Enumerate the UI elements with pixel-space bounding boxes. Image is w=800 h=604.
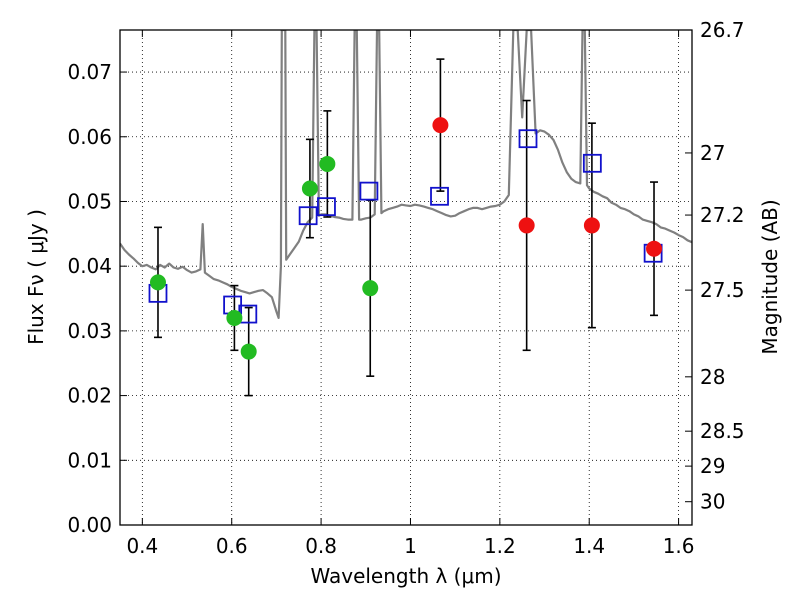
marker-layer [148, 117, 663, 360]
right-tick-label: 27.5 [700, 278, 745, 302]
green-data-point [301, 180, 318, 197]
green-data-point [149, 274, 166, 291]
model-flux-square [317, 197, 336, 217]
x-tick-label: 1 [404, 534, 417, 558]
y-axis-title: Flux Fν ( μJy ) [24, 209, 48, 345]
right-tick-label: 28 [700, 365, 725, 389]
y-tick-label: 0.04 [67, 254, 112, 278]
x-tick-label: 1.2 [484, 534, 516, 558]
model-spectrum-line [120, 30, 692, 319]
right-tick-label: 26.7 [700, 18, 745, 42]
red-data-point [432, 117, 449, 134]
x-axis-title: Wavelength λ (μm) [310, 564, 501, 588]
green-data-point [319, 155, 336, 172]
x-tick-label: 1.4 [573, 534, 605, 558]
right-tick-label: 27 [700, 141, 725, 165]
plot-frame [119, 29, 693, 526]
grid [120, 30, 692, 525]
model-flux-square [298, 206, 318, 226]
y-tick-label: 0.00 [67, 513, 112, 537]
y-tick-label: 0.06 [67, 125, 112, 149]
model-flux-square [430, 186, 449, 206]
plot-area [120, 30, 692, 525]
model-flux-square [518, 129, 538, 149]
x-tick-label: 1.6 [663, 534, 695, 558]
y-tick-label: 0.02 [67, 384, 112, 408]
model-flux-square [359, 181, 379, 201]
y-tick-label: 0.01 [67, 448, 112, 472]
model-flux-square [582, 153, 602, 173]
right-tick-label: 27.2 [700, 203, 745, 227]
red-data-point [518, 217, 535, 234]
green-data-point [240, 343, 257, 360]
right-tick-label: 29 [700, 454, 725, 478]
y-tick-label: 0.07 [67, 60, 112, 84]
x-tick-label: 0.6 [216, 534, 248, 558]
x-tick-label: 0.8 [305, 534, 337, 558]
y-tick-label: 0.05 [67, 189, 112, 213]
x-tick-label: 0.4 [126, 534, 158, 558]
spectrum-layer [120, 30, 692, 319]
green-data-point [362, 280, 379, 297]
right-tick-label: 28.5 [700, 419, 745, 443]
red-data-point [646, 240, 663, 257]
green-data-point [226, 309, 243, 326]
right-tick-label: 30 [700, 490, 725, 514]
y-axis-right-title: Magnitude (AB) [758, 199, 782, 354]
axis-ticks: 0.4 0.6 0.8 1 1.2 1.4 1.6 0.00 0.01 0.02 0.03 0.04 0… [67, 18, 744, 558]
y-tick-label: 0.03 [67, 319, 112, 343]
red-data-point [583, 217, 600, 234]
